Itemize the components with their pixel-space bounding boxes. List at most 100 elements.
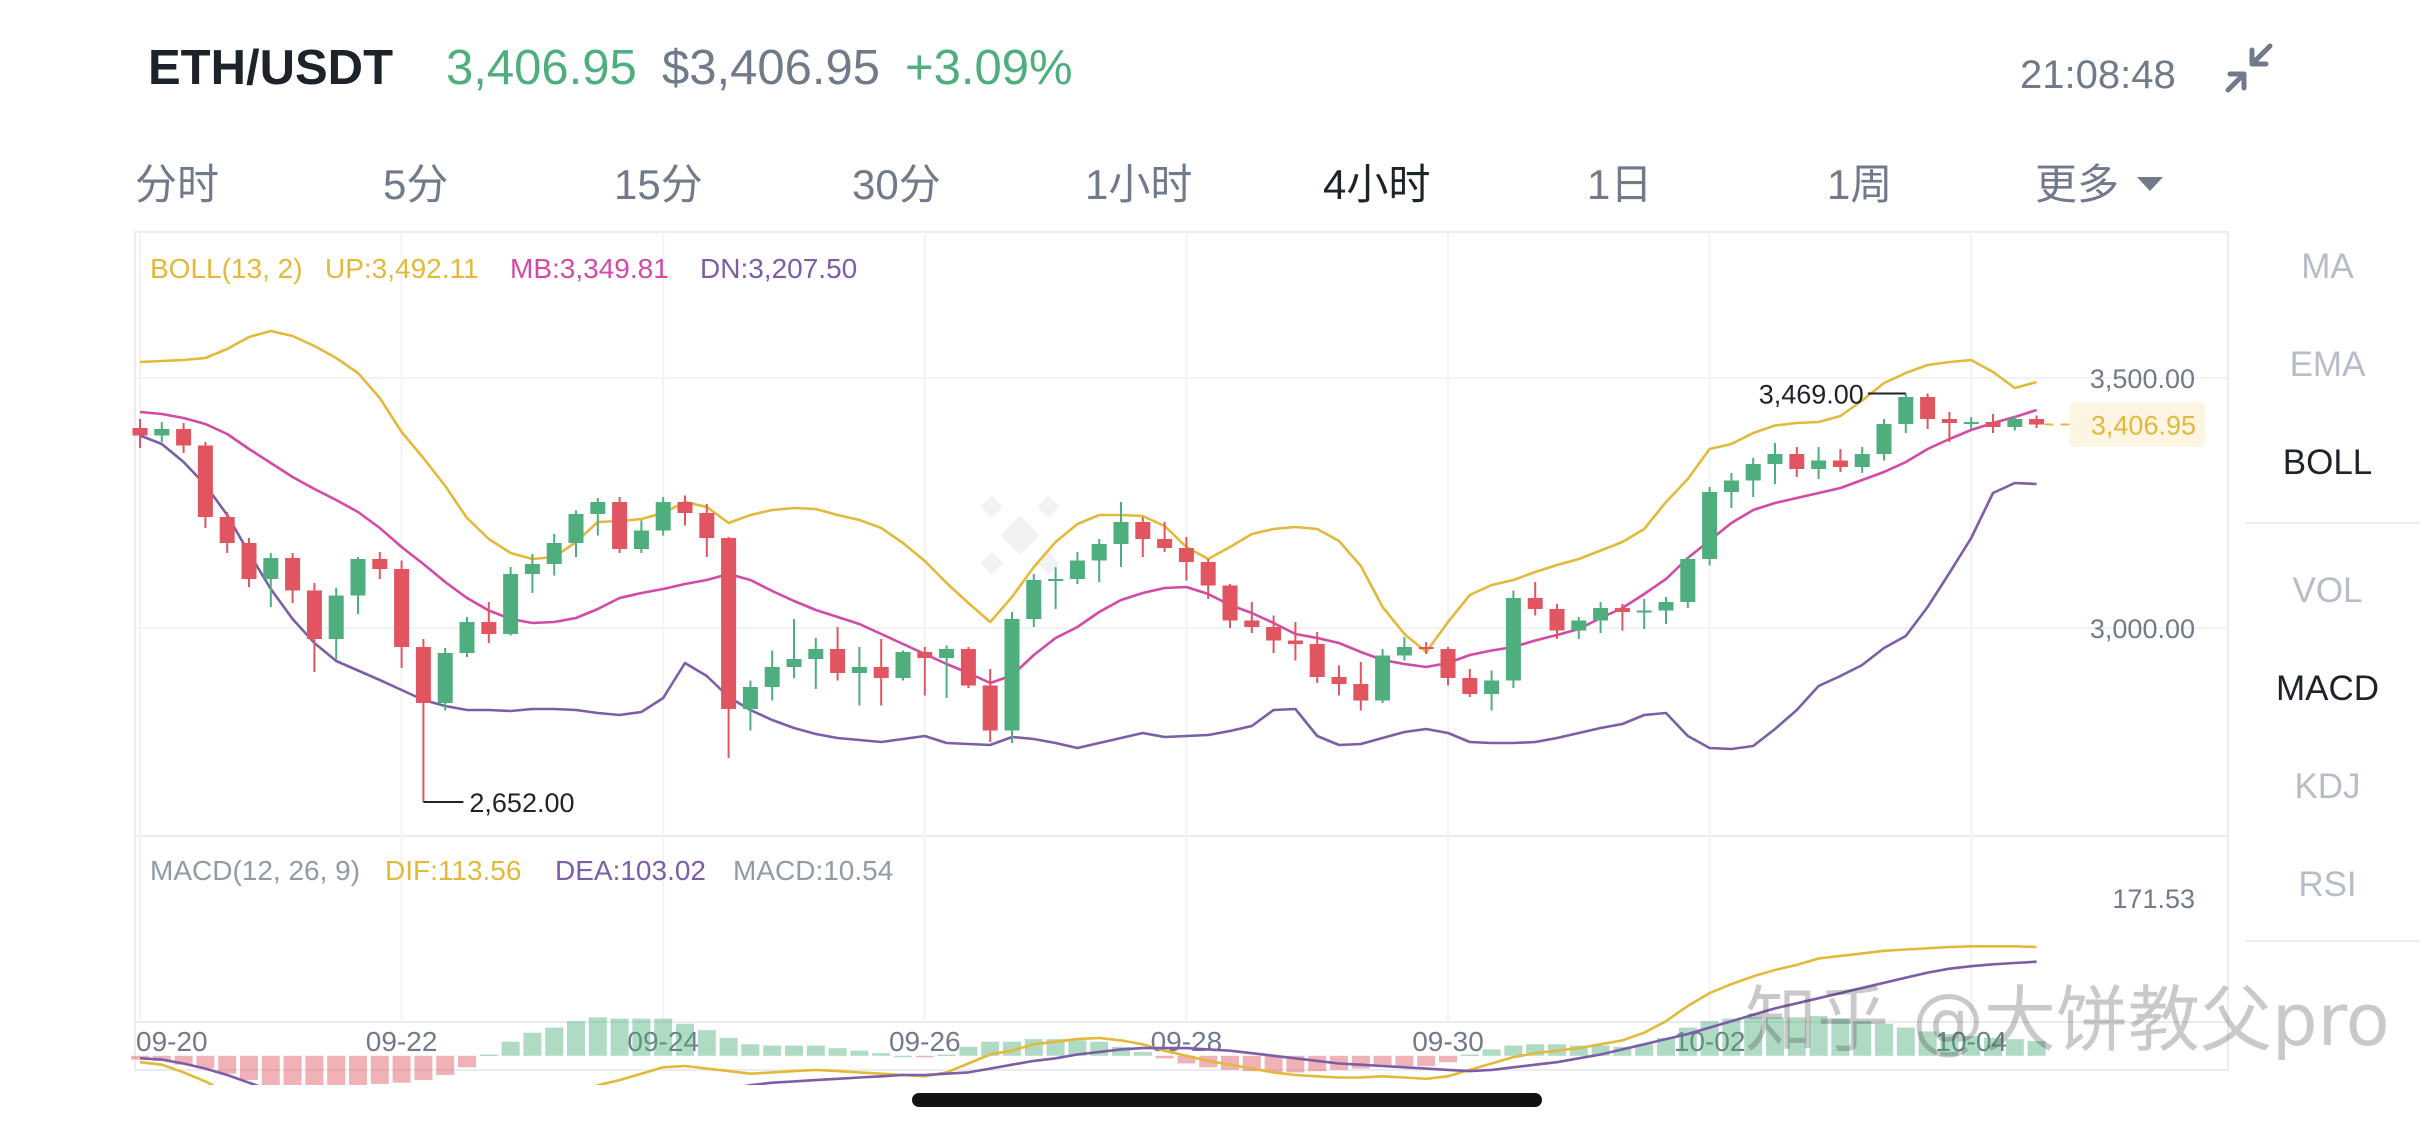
candle bbox=[459, 617, 475, 657]
tab-label: 1周 bbox=[1827, 161, 1893, 208]
macd-bar bbox=[1918, 1031, 1937, 1056]
indicator-rsi[interactable]: RSI bbox=[2298, 865, 2357, 904]
macd-bar bbox=[1482, 1049, 1501, 1056]
logo-shape bbox=[980, 495, 1004, 519]
macd-bar bbox=[283, 1055, 302, 1085]
macd-bar bbox=[1722, 1018, 1741, 1056]
candle bbox=[197, 442, 213, 528]
candle bbox=[306, 583, 322, 672]
tab-label: 5分 bbox=[383, 161, 449, 208]
logo-shape bbox=[1000, 515, 1040, 555]
candle bbox=[1854, 447, 1870, 473]
boll-upper-line bbox=[139, 329, 2037, 654]
candle-body bbox=[1004, 619, 1020, 731]
macd-bar bbox=[196, 1055, 215, 1069]
tab-8[interactable]: 1周 bbox=[1827, 155, 1892, 215]
candle bbox=[830, 627, 846, 681]
price-usd: $3,406.95 bbox=[662, 41, 880, 95]
macd-bar bbox=[959, 1046, 978, 1056]
indicator-kdj[interactable]: KDJ bbox=[2294, 767, 2361, 806]
tab-9[interactable]: 更多 bbox=[2035, 155, 2164, 215]
home-indicator[interactable] bbox=[912, 1093, 1542, 1107]
macd-bar bbox=[1962, 1035, 1981, 1056]
macd-bar bbox=[1744, 1017, 1763, 1056]
candle-body bbox=[1244, 620, 1260, 627]
macd-bar bbox=[349, 1055, 367, 1085]
dropdown-arrow-icon bbox=[2137, 176, 2164, 191]
candle-body bbox=[1091, 544, 1107, 561]
kline-chart[interactable]: BOLL(13, 2) UP:3,492.11 MB:3,349.81 DN:3,20… bbox=[0, 225, 2436, 1085]
candle bbox=[1985, 414, 2001, 433]
tab-1[interactable]: 分时 bbox=[135, 155, 219, 215]
candle bbox=[612, 497, 628, 553]
candle-body bbox=[1876, 424, 1892, 454]
candle-body bbox=[1135, 522, 1151, 539]
macd-bar bbox=[501, 1041, 520, 1056]
candle bbox=[1135, 517, 1151, 557]
candle-body bbox=[1353, 684, 1369, 701]
candle-body bbox=[1985, 422, 2001, 427]
macd-bar bbox=[937, 1054, 956, 1056]
tab-6[interactable]: 4小时 bbox=[1323, 155, 1430, 215]
candle-body bbox=[1767, 454, 1783, 464]
y-tick-label: 3,000.00 bbox=[2090, 614, 2195, 644]
macd-bar bbox=[872, 1053, 891, 1056]
candle-body bbox=[1462, 678, 1478, 694]
candle bbox=[1549, 604, 1565, 639]
candle-body bbox=[459, 622, 475, 653]
candle-body bbox=[1941, 419, 1957, 423]
indicator-ema[interactable]: EMA bbox=[2289, 345, 2366, 384]
macd-bar bbox=[1896, 1027, 1915, 1056]
indicator-vol[interactable]: VOL bbox=[2292, 571, 2363, 610]
candle-body bbox=[1745, 464, 1761, 481]
macd-bar bbox=[523, 1032, 542, 1056]
candle bbox=[1440, 647, 1456, 686]
indicator-ma[interactable]: MA bbox=[2301, 247, 2354, 286]
indicator-macd[interactable]: MACD bbox=[2275, 669, 2380, 708]
candle-body bbox=[1680, 559, 1696, 602]
candle bbox=[873, 639, 889, 706]
candle bbox=[263, 553, 279, 607]
macd-bar bbox=[392, 1055, 411, 1083]
macd-bar bbox=[1373, 1055, 1392, 1067]
macd-dea-line bbox=[139, 960, 2037, 1085]
divider bbox=[2245, 940, 2420, 942]
candle bbox=[1418, 642, 1434, 654]
candle-body bbox=[721, 538, 737, 709]
candle bbox=[1004, 612, 1020, 743]
indicator-boll[interactable]: BOLL bbox=[2282, 443, 2373, 482]
high-price-label: 3,469.00 bbox=[1759, 380, 1864, 410]
candle bbox=[939, 645, 955, 698]
candle bbox=[590, 498, 606, 536]
macd-bar bbox=[1591, 1045, 1610, 1056]
candle-body bbox=[1811, 460, 1827, 469]
candle-body bbox=[1898, 397, 1914, 424]
candle-body bbox=[1287, 640, 1303, 644]
candle bbox=[917, 647, 933, 696]
candle bbox=[1767, 443, 1783, 484]
candle-body bbox=[1375, 655, 1391, 701]
candle-body bbox=[830, 649, 846, 673]
collapse-icon[interactable] bbox=[2220, 38, 2280, 98]
candle bbox=[1702, 487, 1718, 566]
macd-legend-value: MACD:10.54 bbox=[733, 855, 893, 886]
tab-5[interactable]: 1小时 bbox=[1085, 155, 1192, 215]
macd-bar bbox=[1635, 1044, 1654, 1056]
macd-bar bbox=[1155, 1055, 1174, 1059]
candle-body bbox=[742, 687, 758, 709]
candle bbox=[1636, 599, 1652, 629]
candle-body bbox=[1484, 680, 1500, 694]
macd-bar bbox=[327, 1055, 346, 1085]
candle bbox=[1505, 590, 1521, 688]
candle-body bbox=[939, 649, 955, 658]
tab-4[interactable]: 30分 bbox=[852, 155, 941, 215]
tab-7[interactable]: 1日 bbox=[1587, 155, 1652, 215]
trading-pair[interactable]: ETH/USDT bbox=[148, 41, 393, 95]
candle-body bbox=[372, 559, 388, 569]
tab-2[interactable]: 5分 bbox=[383, 155, 448, 215]
macd-bar bbox=[1264, 1055, 1283, 1073]
candle-body bbox=[895, 652, 911, 678]
candle-body bbox=[917, 652, 933, 658]
macd-bar bbox=[676, 1023, 694, 1056]
tab-3[interactable]: 15分 bbox=[614, 155, 703, 215]
